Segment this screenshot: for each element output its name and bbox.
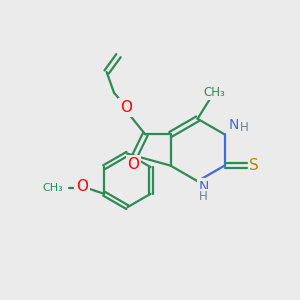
- Text: O: O: [76, 179, 88, 194]
- Text: H: H: [199, 190, 207, 203]
- Text: N: N: [228, 118, 239, 133]
- Text: N: N: [198, 180, 209, 194]
- Text: O: O: [120, 100, 132, 115]
- Text: H: H: [239, 122, 248, 134]
- Text: CH₃: CH₃: [204, 85, 225, 98]
- Text: CH₃: CH₃: [43, 183, 63, 193]
- Text: O: O: [128, 157, 140, 172]
- Text: S: S: [249, 158, 259, 173]
